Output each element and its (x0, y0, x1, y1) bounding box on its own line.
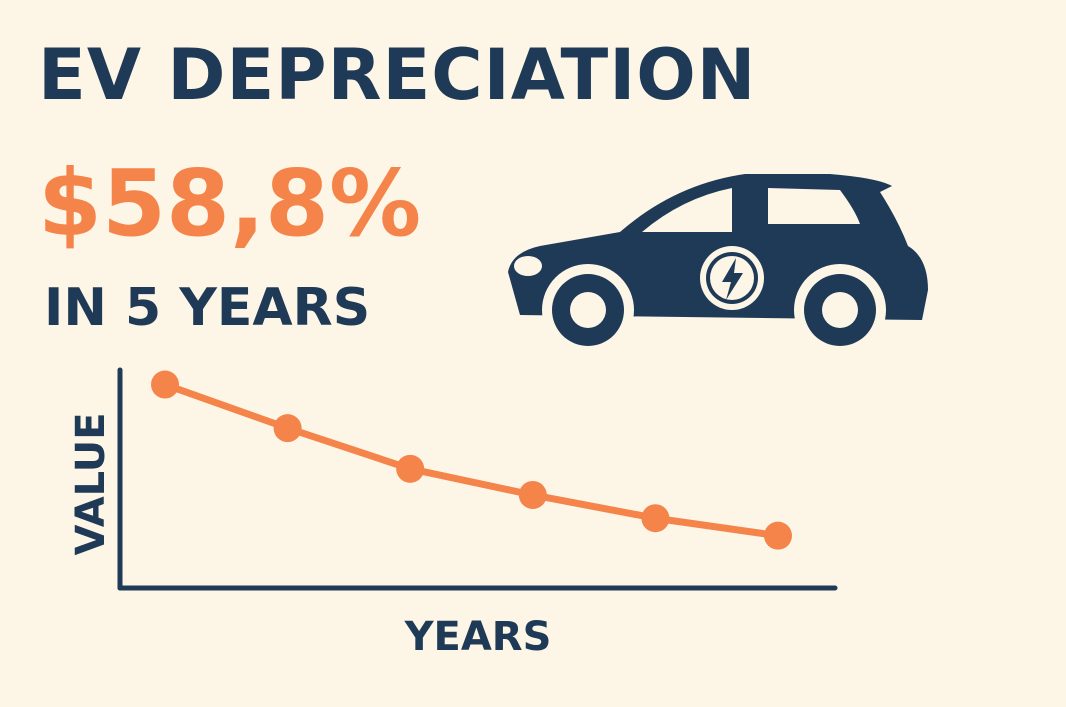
lightning-bolt-icon (722, 258, 743, 300)
series-line (161, 381, 782, 540)
data-point (273, 414, 302, 443)
data-point (764, 521, 792, 550)
depreciation-line-chart: VALUE YEARS (68, 367, 838, 660)
page-title: EV DEPRECIATION (38, 34, 757, 116)
y-axis-label: VALUE (68, 412, 114, 555)
data-point (641, 504, 670, 533)
car-hub-front (570, 292, 606, 328)
data-point (151, 370, 179, 399)
car-window-front (642, 188, 732, 232)
car-headlight (514, 256, 542, 276)
car-hub-rear (822, 292, 858, 328)
x-axis-label: YEARS (404, 614, 552, 660)
data-point (396, 454, 425, 483)
depreciation-stat: $58,8% (38, 150, 422, 257)
car-window-rear (768, 188, 860, 224)
data-point (518, 480, 547, 509)
electric-car-icon (508, 174, 928, 356)
time-period-label: IN 5 YEARS (44, 278, 371, 338)
